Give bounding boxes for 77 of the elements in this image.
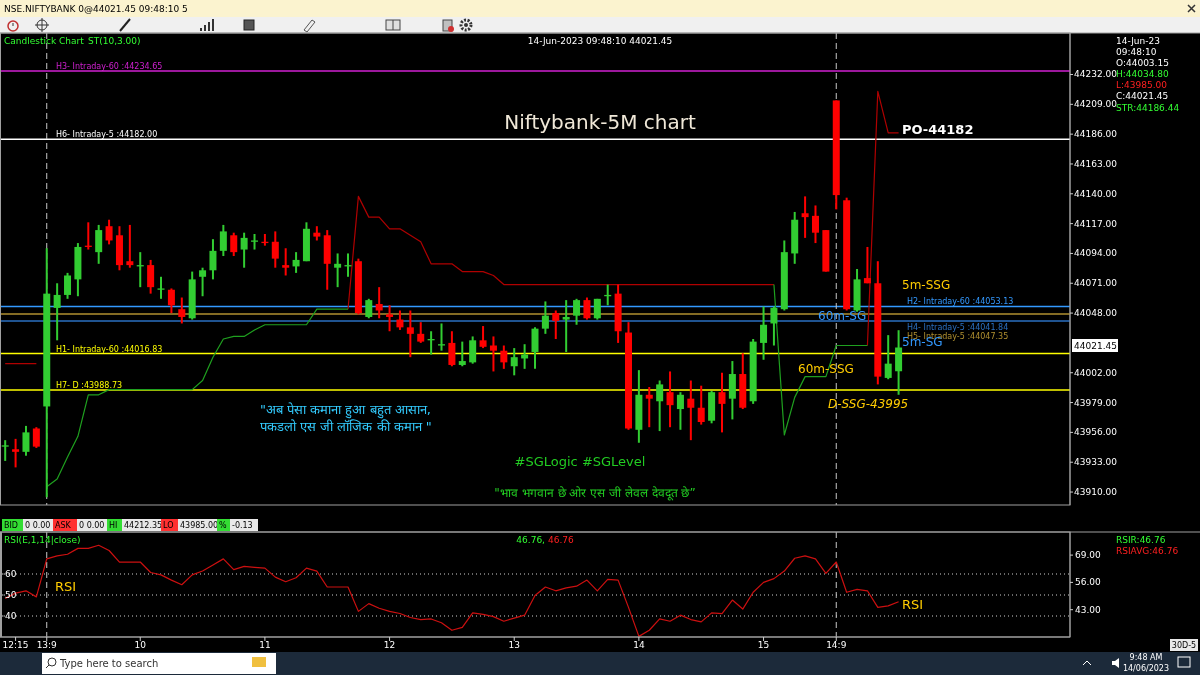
annotation: "भाव भगवान छे ओर एस जी लेवल देवदूत छे” — [494, 486, 696, 501]
x-tick-label: 12:15 — [2, 640, 29, 650]
y-tick-label: 40 — [5, 611, 17, 621]
ref-line-label: H7- D :43988.73 — [56, 380, 123, 390]
ref-line-label: H3- Intraday-60 :44234.65 — [56, 62, 163, 72]
annotation: D-SSG-43995 — [828, 397, 909, 411]
text: RSIAVG:46.76 — [1116, 546, 1179, 556]
annotation: 60m-SSG — [798, 362, 854, 376]
y-tick-label: 60 — [5, 569, 17, 579]
annotation: RSI — [55, 579, 77, 594]
annotation: "अब पेसा कमाना हुआ बहुत आसान, — [260, 402, 431, 419]
ref-line-label: H2- Intraday-60 :44053.13 — [907, 297, 1014, 307]
y2-tick-label: 69.00 — [1075, 550, 1102, 561]
annotation: पकडलो एस जी लॉजिक की कमान " — [260, 419, 432, 434]
text: LO — [163, 521, 174, 530]
x-tick-label: 12 — [383, 640, 396, 650]
text: 09:48:10 — [1116, 47, 1157, 57]
y-tick-label: 43956.00 — [1074, 427, 1118, 438]
annotation: #SGLogic #SGLevel — [514, 454, 646, 469]
ref-line-label: H1- Intraday-60 :44016.83 — [56, 344, 163, 354]
x-tick-label: 11 — [259, 640, 271, 650]
y-tick-label: 44117.00 — [1074, 218, 1118, 229]
text: % — [219, 521, 227, 530]
ref-line-label: H4- Intraday-5 :44041.84 — [907, 323, 1009, 333]
text: 9:48 AM — [1129, 653, 1163, 662]
x-tick-label: 15 — [757, 640, 770, 650]
text: Niftybank-5M chart — [504, 110, 696, 134]
annotation: Candlestick Chart — [4, 36, 85, 46]
text: -0.13 — [232, 521, 253, 530]
text: HI — [109, 521, 118, 530]
text: BID — [4, 521, 19, 530]
y-tick-label: 43933.00 — [1074, 457, 1118, 468]
y-tick-label: 43910.00 — [1074, 487, 1118, 498]
text: 44021.45 — [1074, 341, 1117, 351]
text: 0 0.00 — [79, 521, 105, 530]
annotation: 46.76, — [516, 535, 545, 545]
text: 14-Jun-23 — [1116, 36, 1160, 46]
ref-line-label: H6- Intraday-5 :44182.00 — [56, 130, 158, 140]
y-tick-label: 44209.00 — [1074, 99, 1118, 110]
y-tick-label: 44002.00 — [1074, 367, 1118, 378]
text: NSE.NIFTYBANK 0@44021.45 09:48:10 5 — [4, 4, 188, 14]
annotation: 14-Jun-2023 09:48:10 44021.45 — [527, 36, 673, 46]
text: 14/06/2023 — [1122, 664, 1170, 673]
y-tick-label: 44163.00 — [1074, 158, 1118, 169]
text: STR:44186.44 — [1116, 103, 1180, 113]
annotation: 46.76 — [548, 535, 575, 545]
text: 43985.00 — [180, 521, 219, 530]
text: H:44034.80 — [1116, 69, 1170, 79]
x-tick-label: 14:9 — [826, 640, 847, 650]
text: 30D-5 — [1171, 641, 1197, 650]
y2-tick-label: 43.00 — [1075, 604, 1102, 615]
x-tick-label: 13 — [508, 640, 520, 650]
annotation: 5m-SSG — [902, 278, 951, 292]
annotation: RSI — [902, 597, 924, 612]
y-tick-label: 44232.00 — [1074, 69, 1118, 80]
y-tick-label: 44071.00 — [1074, 278, 1118, 289]
text: C:44021.45 — [1116, 91, 1169, 101]
y-tick-label: 44186.00 — [1074, 129, 1118, 140]
text: 44212.35 — [124, 521, 163, 530]
text: ASK — [55, 521, 72, 530]
x-tick-label: 13:9 — [36, 640, 58, 650]
annotation: ST(10,3.00) — [88, 36, 141, 46]
text: L:43985.00 — [1116, 80, 1168, 90]
y-tick-label: 44094.00 — [1074, 248, 1118, 259]
x-tick-label: 10 — [134, 640, 147, 650]
y-tick-label: 43979.00 — [1074, 397, 1118, 408]
text: RSIR:46.76 — [1116, 535, 1166, 545]
y-tick-label: 44048.00 — [1074, 308, 1118, 319]
text: 0 0.00 — [25, 521, 51, 530]
y-tick-label: 44140.00 — [1074, 188, 1118, 199]
text: Type here to search — [59, 658, 159, 669]
x-tick-label: 14 — [633, 640, 645, 650]
annotation: RSI(E,1,14|close) — [4, 535, 81, 545]
text: O:44003.15 — [1116, 58, 1169, 68]
annotation: 60m-SG — [818, 309, 867, 323]
annotation: PO-44182 — [902, 122, 974, 137]
y2-tick-label: 56.00 — [1075, 577, 1102, 588]
